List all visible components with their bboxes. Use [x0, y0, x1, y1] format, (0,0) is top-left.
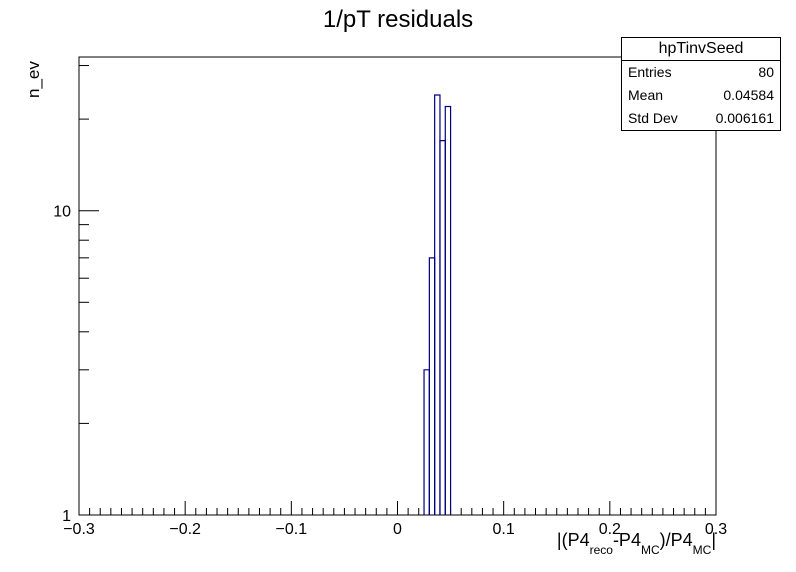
histogram-bar [439, 139, 446, 515]
y-tick-label: 10 [53, 204, 71, 221]
x-tick-label: 0 [393, 521, 402, 538]
histogram-bar [434, 94, 441, 515]
stats-row-mean: Mean 0.04584 [622, 84, 780, 107]
histogram-bar [428, 257, 436, 515]
chart-title: 1/pT residuals [322, 6, 474, 33]
stats-label: Entries [628, 64, 672, 80]
x-tick-label: −0.2 [169, 521, 201, 538]
x-tick-label: 0.3 [705, 521, 727, 538]
histogram-bar [444, 105, 452, 515]
histogram-bar [423, 369, 430, 515]
y-tick-label: 1 [62, 508, 71, 525]
stats-value: 0.006161 [715, 110, 774, 126]
stats-value: 0.04584 [723, 87, 774, 103]
x-tick-label: −0.3 [63, 521, 95, 538]
stats-label: Std Dev [628, 110, 678, 126]
stats-histogram-name: hpTinvSeed [622, 38, 780, 61]
x-tick-label: 0.1 [493, 521, 515, 538]
stats-row-entries: Entries 80 [622, 61, 780, 84]
stats-label: Mean [628, 87, 664, 103]
x-tick-label: 0.2 [599, 521, 621, 538]
x-tick-label: −0.1 [276, 521, 308, 538]
stats-value: 80 [758, 64, 774, 80]
x-axis-label: |(P4reco-P4MC)/P4MC| [556, 530, 716, 557]
stats-box: hpTinvSeed Entries 80 Mean 0.04584 Std D… [621, 37, 781, 131]
stats-row-stddev: Std Dev 0.006161 [622, 107, 780, 130]
